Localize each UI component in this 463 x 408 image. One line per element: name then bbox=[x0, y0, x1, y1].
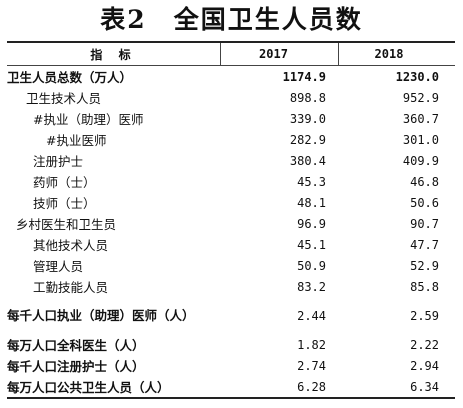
value-2017: 898.8 bbox=[289, 90, 326, 105]
value-2017: 282.9 bbox=[289, 132, 326, 147]
row-label: #执业医师 bbox=[46, 133, 107, 148]
health-personnel-table: 指 标 2017 2018 卫生人员总数（万人） 1174.9 1230.0 卫… bbox=[7, 41, 455, 399]
table-row: 卫生人员总数（万人） 1174.9 1230.0 bbox=[7, 66, 455, 87]
value-2017: 1.82 bbox=[297, 337, 326, 352]
table-row: 药师（士） 45.3 46.8 bbox=[7, 171, 455, 192]
value-2018: 52.9 bbox=[410, 258, 439, 273]
value-2017: 45.1 bbox=[297, 237, 326, 252]
table-row: 技师（士） 48.1 50.6 bbox=[7, 192, 455, 213]
row-label: 其他技术人员 bbox=[33, 238, 109, 253]
table-row: 每万人口公共卫生人员（人） 6.28 6.34 bbox=[7, 376, 455, 397]
value-2018: 2.22 bbox=[410, 337, 439, 352]
value-2018: 952.9 bbox=[402, 90, 439, 105]
value-2018: 50.6 bbox=[410, 195, 439, 210]
value-2017: 380.4 bbox=[289, 153, 326, 168]
row-label: 技师（士） bbox=[33, 196, 96, 211]
table-row: 其他技术人员 45.1 47.7 bbox=[7, 234, 455, 255]
table-row: 卫生技术人员 898.8 952.9 bbox=[7, 87, 455, 108]
header-2018: 2018 bbox=[338, 43, 455, 65]
value-2017: 83.2 bbox=[297, 279, 326, 294]
value-2017: 2.44 bbox=[297, 308, 326, 323]
value-2017: 50.9 bbox=[297, 258, 326, 273]
value-2017: 45.3 bbox=[297, 174, 326, 189]
table-row: #执业（助理）医师 339.0 360.7 bbox=[7, 108, 455, 129]
header-2017: 2017 bbox=[220, 43, 338, 65]
table-row: 每千人口注册护士（人） 2.74 2.94 bbox=[7, 355, 455, 376]
table-header-row: 指 标 2017 2018 bbox=[7, 43, 455, 66]
table-row: #执业医师 282.9 301.0 bbox=[7, 129, 455, 150]
row-label: 每千人口执业（助理）医师（人） bbox=[7, 308, 195, 323]
value-2017: 6.28 bbox=[297, 379, 326, 394]
table-row: 乡村医生和卫生员 96.9 90.7 bbox=[7, 213, 455, 234]
value-2017: 339.0 bbox=[289, 111, 326, 126]
value-2018: 409.9 bbox=[402, 153, 439, 168]
table-row: 工勤技能人员 83.2 85.8 bbox=[7, 276, 455, 297]
table-row: 管理人员 50.9 52.9 bbox=[7, 255, 455, 276]
row-label: 乡村医生和卫生员 bbox=[16, 217, 117, 232]
value-2017: 48.1 bbox=[297, 195, 326, 210]
value-2017: 1174.9 bbox=[282, 69, 326, 84]
row-label: 每万人口公共卫生人员（人） bbox=[7, 380, 170, 395]
value-2018: 90.7 bbox=[410, 216, 439, 231]
table-row: 每万人口全科医生（人） 1.82 2.22 bbox=[7, 334, 455, 355]
value-2018: 301.0 bbox=[402, 132, 439, 147]
value-2018: 85.8 bbox=[410, 279, 439, 294]
row-label: #执业（助理）医师 bbox=[33, 112, 144, 127]
row-label: 注册护士 bbox=[33, 154, 84, 169]
value-2018: 47.7 bbox=[410, 237, 439, 252]
value-2018: 46.8 bbox=[410, 174, 439, 189]
row-label: 每万人口全科医生（人） bbox=[7, 338, 145, 353]
value-2018: 1230.0 bbox=[395, 69, 439, 84]
value-2017: 96.9 bbox=[297, 216, 326, 231]
value-2018: 6.34 bbox=[410, 379, 439, 394]
value-2018: 360.7 bbox=[402, 111, 439, 126]
header-indicator: 指 标 bbox=[90, 47, 137, 62]
row-label: 卫生技术人员 bbox=[26, 91, 102, 106]
row-label: 药师（士） bbox=[33, 175, 96, 190]
table-row: 注册护士 380.4 409.9 bbox=[7, 150, 455, 171]
value-2018: 2.94 bbox=[410, 358, 439, 373]
value-2017: 2.74 bbox=[297, 358, 326, 373]
table-row: 每千人口执业（助理）医师（人） 2.44 2.59 bbox=[7, 297, 455, 334]
row-label: 每千人口注册护士（人） bbox=[7, 359, 145, 374]
value-2018: 2.59 bbox=[410, 308, 439, 323]
row-label: 管理人员 bbox=[33, 259, 84, 274]
row-label: 工勤技能人员 bbox=[33, 280, 109, 295]
table-title: 表2 全国卫生人员数 bbox=[100, 5, 363, 34]
row-label: 卫生人员总数（万人） bbox=[7, 70, 133, 85]
